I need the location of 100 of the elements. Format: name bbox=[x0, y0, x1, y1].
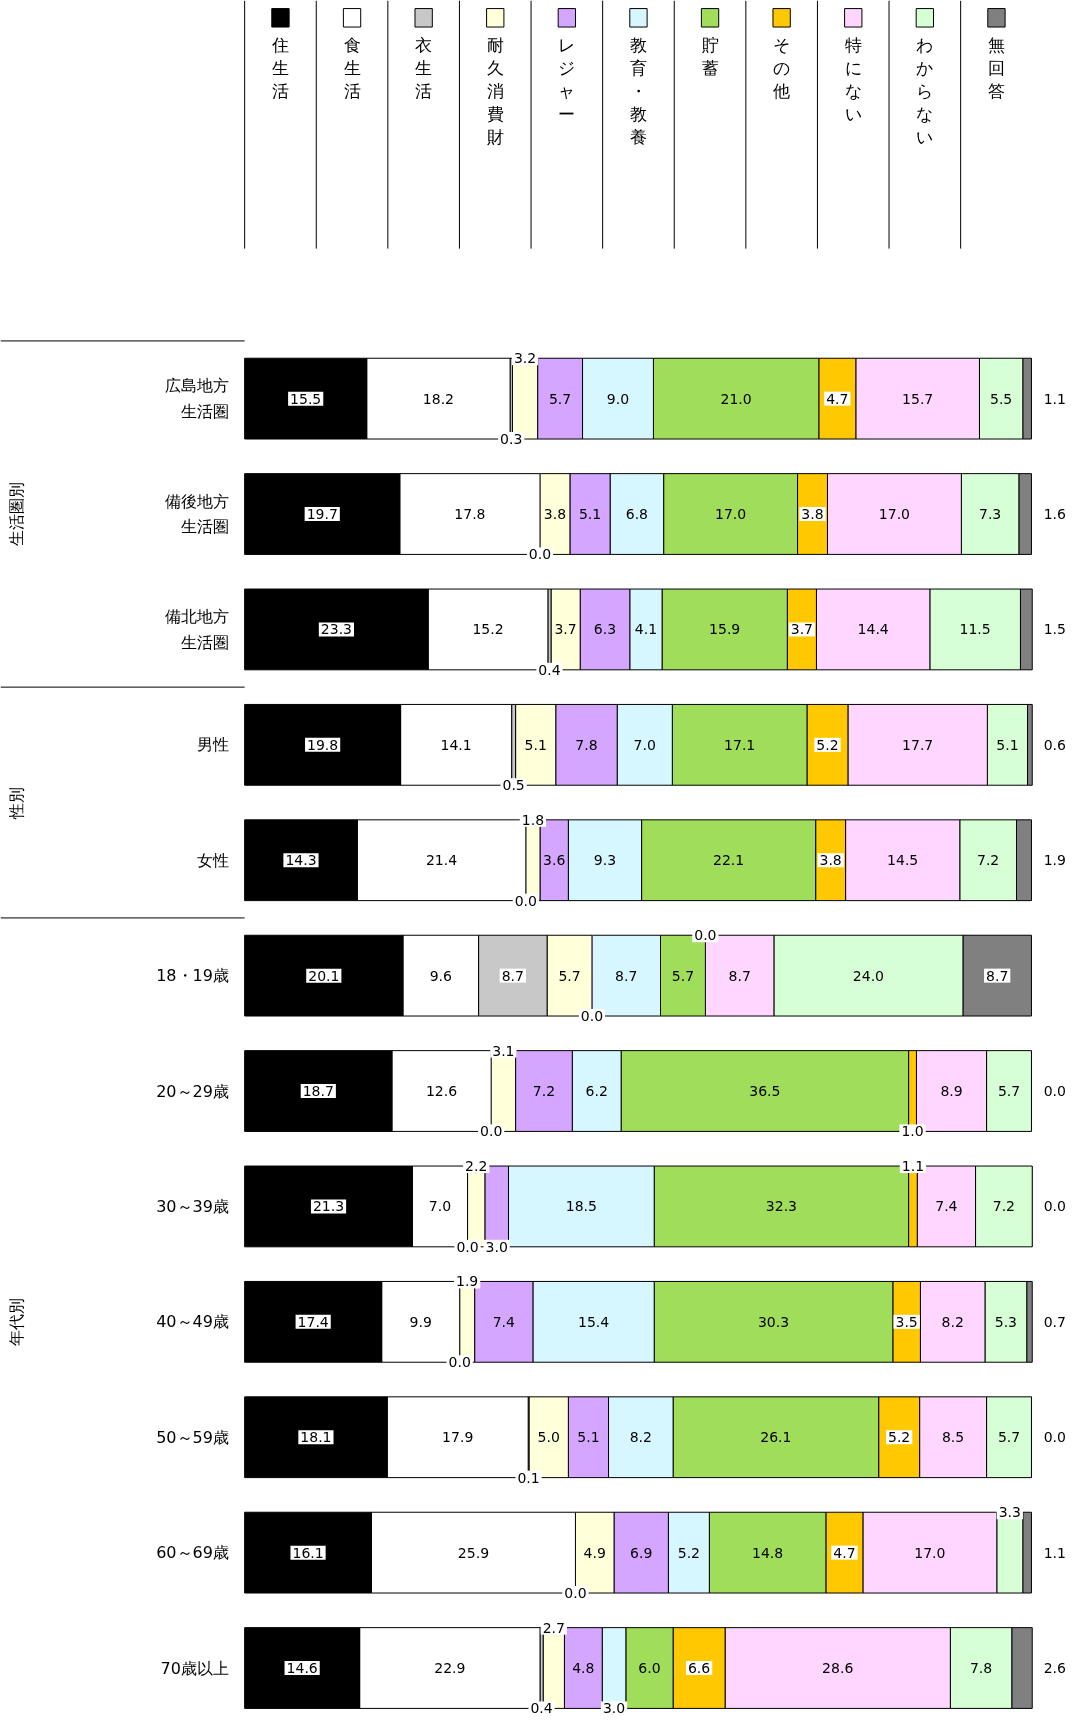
y-tick-label: 30～39歳 bbox=[156, 1196, 229, 1216]
data-label: 8.2 bbox=[629, 1429, 652, 1446]
legend-label: 貯蓄 bbox=[701, 35, 719, 79]
data-label: 5.1 bbox=[996, 736, 1019, 753]
data-label: 32.3 bbox=[765, 1198, 797, 1215]
data-label: 20.1 bbox=[308, 967, 340, 984]
data-label: 17.1 bbox=[724, 736, 756, 753]
data-label: 5.7 bbox=[997, 1429, 1021, 1446]
legend-label: 耐久消費財 bbox=[486, 35, 504, 148]
data-label: 6.9 bbox=[630, 1544, 653, 1561]
data-label: 7.3 bbox=[978, 506, 1002, 523]
data-label: 0.0 bbox=[1043, 1083, 1066, 1100]
text: 年代別 bbox=[6, 1297, 26, 1346]
data-label: 7.8 bbox=[969, 1660, 993, 1677]
data-label: 3.6 bbox=[543, 852, 566, 869]
data-label: 8.9 bbox=[940, 1083, 963, 1100]
data-label: 24.0 bbox=[852, 967, 885, 984]
data-label: 4.1 bbox=[634, 621, 658, 638]
data-label: 15.9 bbox=[709, 621, 741, 638]
data-label: 18.7 bbox=[302, 1083, 334, 1100]
data-label: 3.8 bbox=[819, 852, 842, 869]
data-label: 1.8 bbox=[521, 811, 545, 828]
data-label: 1.1 bbox=[1043, 1544, 1066, 1561]
data-label: 17.0 bbox=[914, 1544, 946, 1561]
y-tick-label: 40～49歳 bbox=[156, 1312, 229, 1332]
data-label: 18.1 bbox=[300, 1429, 332, 1446]
data-label: 23.3 bbox=[320, 621, 352, 638]
data-label: 17.7 bbox=[902, 736, 934, 753]
data-label: 30.3 bbox=[757, 1313, 790, 1330]
data-label: 5.0 bbox=[537, 1429, 560, 1446]
data-label: 4.9 bbox=[583, 1544, 606, 1561]
data-label: 14.4 bbox=[857, 621, 889, 638]
data-label: 6.0 bbox=[638, 1660, 661, 1677]
data-label: 1.0 bbox=[901, 1123, 924, 1140]
text: 性別 bbox=[6, 786, 26, 820]
data-label: 36.5 bbox=[749, 1083, 781, 1100]
data-label: 17.0 bbox=[878, 506, 910, 523]
data-label: 5.2 bbox=[816, 736, 839, 753]
legend-label: 衣生活 bbox=[415, 35, 433, 102]
data-label: 7.2 bbox=[992, 1198, 1016, 1215]
data-label: 3.3 bbox=[998, 1504, 1021, 1521]
data-label: 8.5 bbox=[941, 1429, 965, 1446]
data-label: 15.2 bbox=[472, 621, 504, 638]
data-label: 0.6 bbox=[1043, 736, 1067, 753]
data-label: 18.5 bbox=[565, 1198, 597, 1215]
data-label: 0.0 bbox=[528, 546, 552, 563]
data-label: 7.4 bbox=[935, 1198, 958, 1215]
data-label: 9.3 bbox=[593, 852, 617, 869]
data-label: 22.9 bbox=[434, 1660, 466, 1677]
data-label: 0.0 bbox=[564, 1585, 587, 1602]
data-label: 14.6 bbox=[286, 1660, 318, 1677]
data-label: 12.6 bbox=[425, 1083, 458, 1100]
data-label: 1.6 bbox=[1043, 506, 1067, 523]
data-label: 5.1 bbox=[577, 1429, 600, 1446]
data-label: 0.0 bbox=[514, 892, 537, 909]
data-label: 0.7 bbox=[1043, 1313, 1066, 1330]
data-label: 0.0 bbox=[1043, 1429, 1066, 1446]
data-label: 2.2 bbox=[465, 1158, 488, 1175]
data-label: 8.7 bbox=[728, 967, 751, 984]
data-label: 3.0 bbox=[602, 1700, 626, 1717]
y-tick-label: 20～29歳 bbox=[156, 1081, 229, 1101]
legend-label: レジャー bbox=[558, 35, 576, 125]
data-label: 3.0 bbox=[485, 1238, 508, 1255]
data-label: 4.8 bbox=[572, 1660, 595, 1677]
data-label: 0.0 bbox=[580, 1008, 604, 1025]
data-label: 15.7 bbox=[902, 390, 934, 407]
y-tick-label: 18・19歳 bbox=[156, 966, 229, 986]
data-label: 0.5 bbox=[502, 777, 525, 794]
data-label: 9.0 bbox=[606, 390, 630, 407]
data-label: 17.0 bbox=[715, 506, 747, 523]
data-label: 1.1 bbox=[1043, 390, 1066, 407]
data-label: 3.7 bbox=[554, 621, 577, 638]
data-label: 14.1 bbox=[440, 736, 472, 753]
data-label: 5.5 bbox=[990, 390, 1013, 407]
data-label: 5.7 bbox=[548, 390, 572, 407]
data-label: 14.5 bbox=[887, 852, 919, 869]
data-label: 3.8 bbox=[801, 506, 824, 523]
data-label: 17.9 bbox=[442, 1429, 474, 1446]
data-label: 4.7 bbox=[826, 390, 849, 407]
data-label: 5.3 bbox=[994, 1313, 1017, 1330]
data-label: 7.0 bbox=[428, 1198, 452, 1215]
data-label: 1.5 bbox=[1043, 621, 1066, 638]
data-label: 0.0 bbox=[1043, 1198, 1066, 1215]
data-label: 17.4 bbox=[297, 1313, 329, 1330]
y-tick-label: 女性 bbox=[196, 850, 229, 870]
legend-label: その他 bbox=[773, 35, 791, 102]
data-label: 22.1 bbox=[713, 852, 745, 869]
data-label: 21.3 bbox=[312, 1198, 345, 1215]
y-tick-label: 60～69歳 bbox=[156, 1543, 229, 1563]
data-label: 0.0 bbox=[480, 1123, 503, 1140]
data-label: 1.9 bbox=[456, 1273, 479, 1290]
data-label: 6.2 bbox=[585, 1083, 608, 1100]
data-label: 0.4 bbox=[538, 661, 561, 678]
data-label: 3.2 bbox=[513, 350, 537, 367]
data-label: 14.3 bbox=[285, 852, 317, 869]
data-label: 26.1 bbox=[760, 1429, 792, 1446]
data-label: 0.1 bbox=[517, 1469, 540, 1486]
data-label: 8.7 bbox=[501, 967, 524, 984]
data-label: 0.0 bbox=[448, 1354, 471, 1371]
data-label: 7.8 bbox=[575, 736, 598, 753]
